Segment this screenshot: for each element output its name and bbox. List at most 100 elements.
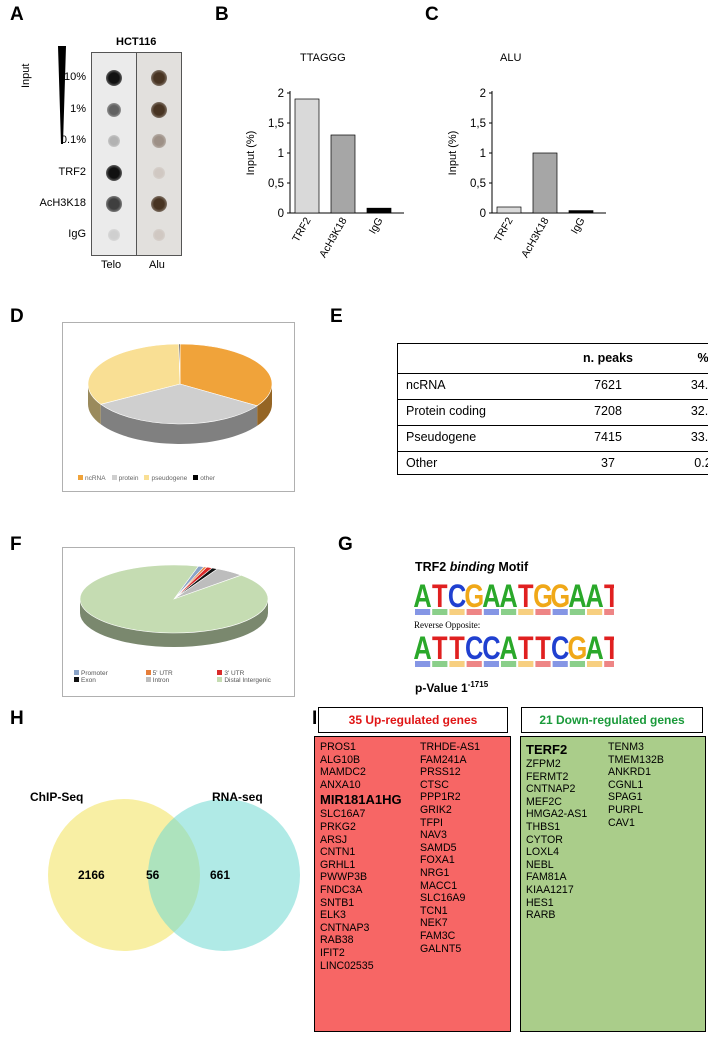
down-genes-col2: TENM3 TMEM132B ANKRD1 CGNL1 SPAG1 PURPL CAV1: [608, 741, 664, 829]
table-cell: Protein coding: [406, 404, 486, 418]
panel-label-i: I: [312, 708, 318, 729]
table-cell: Pseudogene: [406, 430, 477, 444]
y-axis-label: Input (%): [447, 131, 459, 176]
dot-blot-title: HCT116: [116, 36, 157, 48]
chart-c: 0 0,5 1 1,5 2 Input (%) TRF2 AcH3K18 IgG: [447, 88, 606, 260]
gene-name: ALG10B: [320, 753, 361, 766]
legend-swatch: [217, 670, 223, 675]
gene-name: CNTNAP3: [320, 921, 370, 934]
pie-side-ncrna: [257, 384, 272, 426]
motif-minor-base: [518, 661, 534, 667]
gene-name: FOXA1: [420, 854, 455, 867]
motif-reverse-label: Reverse Opposite:: [414, 620, 481, 630]
down-title: 21 Down-regulated genes: [539, 713, 685, 727]
input-gradient-wedge: [58, 46, 66, 144]
legend-label: pseudogene: [151, 475, 188, 482]
gene-name: NEK7: [420, 917, 448, 930]
motif-minor-base: [587, 609, 603, 615]
down-genes-col1: TERF2 ZFPM2 FERMT2 CNTNAP2 MEF2C HMGA2-AS1 THB…: [526, 741, 587, 922]
down-genes-box: [520, 736, 706, 1032]
pie-f: [79, 564, 269, 647]
gene-name: IFIT2: [320, 946, 345, 959]
bar-ach3k18: [532, 152, 558, 214]
table-cell: 7415: [594, 430, 622, 444]
legend-swatch: [145, 677, 151, 682]
motif-title-suffix: Motif: [494, 560, 529, 574]
x-tick-label: TRF2: [290, 215, 314, 244]
y-axis-label: Input (%): [245, 131, 257, 176]
table-row-divider: [398, 425, 708, 426]
y-tick-label: 2: [278, 88, 284, 100]
pie-slice-pseudogene: [87, 343, 181, 405]
motif-base: A: [414, 631, 432, 667]
legend-item: protein: [111, 475, 138, 482]
panel-label-h: H: [10, 708, 24, 729]
gene-name: HES1: [526, 896, 554, 909]
table-cell: Other: [406, 456, 438, 470]
gene-name: MIR181A1HG: [320, 792, 402, 808]
up-title-box: 35 Up-regulated genes: [318, 707, 508, 733]
motif-minor-base: [466, 609, 482, 615]
column-label-alu: Alu: [149, 259, 165, 271]
motif-minor-base: [552, 609, 568, 615]
blot-dot-telo: [105, 164, 123, 182]
table-cell: ncRNA: [406, 378, 446, 392]
gene-name: TCN1: [420, 904, 448, 917]
gene-name: FAM81A: [526, 871, 567, 884]
pie-slice-distal-intergenic: [79, 564, 269, 634]
chart-b: 0 0,5 1 1,5 2 Input (%) TRF2 AcH3K18 IgG: [245, 88, 404, 260]
motif-minor-base: [483, 661, 499, 667]
gene-name: MEF2C: [526, 795, 562, 808]
blot-dot-telo: [108, 229, 120, 241]
motif-minor-base: [535, 609, 551, 615]
motif-pvalue: p-Value 1-1715: [415, 680, 488, 695]
x-tick-label: IgG: [367, 216, 386, 237]
table-cell: 7208: [594, 404, 622, 418]
panel-label-e: E: [330, 306, 343, 327]
motif-minor-base: [483, 609, 499, 615]
gene-name: PROS1: [320, 741, 356, 753]
blot-dot-telo: [107, 134, 121, 148]
legend-label: Promoter: [81, 670, 108, 677]
motif-base: C: [448, 579, 466, 615]
blot-dot-alu: [153, 229, 165, 241]
motif-base: G: [550, 579, 570, 615]
motif-base: A: [482, 579, 500, 615]
legend-swatch: [74, 677, 79, 682]
venn-overlap-count: 56: [146, 868, 160, 882]
motif-minor-base: [569, 661, 585, 667]
y-tick-label: 0: [480, 208, 486, 220]
gene-name: NEBL: [526, 858, 554, 871]
blot-row-label: 10%: [63, 71, 86, 83]
column-label-telo: Telo: [101, 259, 122, 271]
peaks-table-box: n. peaks% ncRNA 7621 34.2 Protein coding 7208…: [397, 343, 708, 475]
y-tick-label: 0,5: [268, 178, 284, 190]
motif-minor-base: [552, 661, 568, 667]
legend-item: Exon: [74, 677, 146, 684]
gene-name: SPAG1: [608, 791, 643, 804]
table-cell: 7621: [594, 378, 622, 392]
gene-name: ELK3: [320, 909, 346, 922]
blot-row-label: 1%: [70, 103, 86, 115]
gene-name: FNDC3A: [320, 883, 363, 896]
x-tick-label: TRF2: [492, 215, 516, 244]
motif-minor-base: [535, 661, 551, 667]
panel-label-g: G: [338, 534, 353, 555]
motif-base: C: [465, 631, 483, 667]
gene-name: GRIK2: [420, 803, 452, 816]
up-genes-col1: PROS1 ALG10B MAMDC2 ANXA10 MIR181A1HG SLC16A7…: [320, 741, 402, 972]
gene-name: SAMD5: [420, 841, 457, 854]
gene-name: FERMT2: [526, 770, 569, 783]
venn-circle-rnaseq: [148, 799, 300, 951]
motif-base: A: [568, 579, 586, 615]
motif-minor-base: [449, 661, 465, 667]
venn-left-label: ChIP-Seq: [30, 790, 84, 804]
table-cell: 33.3: [690, 430, 708, 444]
legend-label: 5' UTR: [152, 670, 173, 677]
gene-name: PURPL: [608, 803, 644, 816]
blot-row-label: IgG: [68, 228, 86, 240]
venn-diagram: [48, 799, 300, 951]
gene-name: CNTNAP2: [526, 783, 576, 796]
blot-dot-alu: [153, 167, 165, 179]
pie-d: [87, 343, 273, 444]
